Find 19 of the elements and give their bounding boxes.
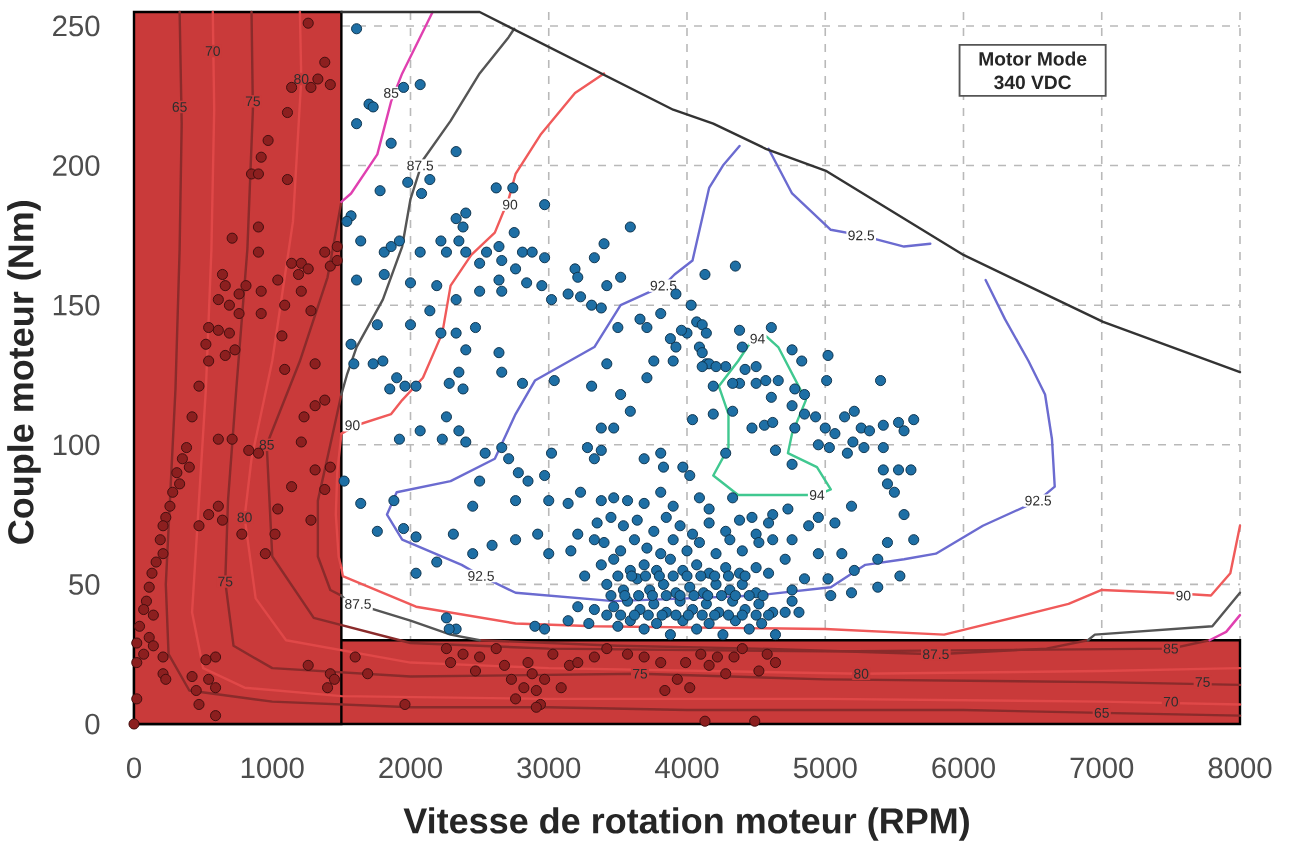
x-tick-label: 7000 (1070, 757, 1134, 779)
y-axis-title: Couple moteur (Nm) (7, 201, 41, 544)
annotation: 340 VDC (994, 75, 1072, 90)
x-tick-label: 0 (126, 757, 141, 779)
x-tick-label: 3000 (517, 757, 581, 779)
x-tick-label: 6000 (932, 757, 995, 779)
y-tick-label: 50 (69, 574, 100, 595)
y-tick-label: 200 (53, 155, 100, 176)
y-tick-label: 0 (85, 713, 100, 735)
y-tick-label: 100 (53, 434, 100, 456)
x-tick-label: 4000 (655, 757, 719, 779)
annotation: Motor Mode (979, 51, 1087, 66)
x-tick-label: 5000 (793, 757, 857, 779)
y-tick-label: 150 (53, 294, 100, 316)
x-axis-title: Vitesse de rotation moteur (RPM) (403, 807, 969, 841)
x-tick-label: 2000 (379, 757, 442, 779)
y-tick-label: 250 (53, 15, 100, 37)
x-tick-label: 8000 (1208, 757, 1272, 779)
x-tick-label: 1000 (241, 757, 304, 779)
